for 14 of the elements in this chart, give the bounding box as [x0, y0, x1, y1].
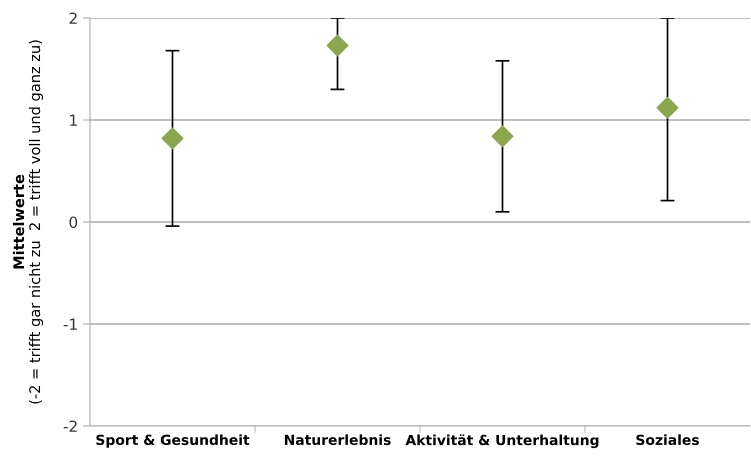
y-tick-label: 1 — [70, 114, 77, 126]
x-tick-label: Naturerlebnis — [284, 434, 391, 446]
x-tick-label: Aktivität & Unterhaltung — [406, 434, 598, 448]
point — [326, 34, 348, 57]
x-tick-label: Soziales — [636, 434, 699, 446]
y-tick-label: -2 — [64, 420, 77, 432]
y-tick-label: 2 — [70, 12, 77, 24]
point — [656, 96, 678, 119]
point — [162, 127, 184, 150]
point — [492, 125, 514, 148]
y-tick-label: 0 — [69, 216, 78, 228]
y-axis-title: Mittelwerte (-2 = trifft gar nicht zu 2 = trifft voll und ganz zu) — [12, 40, 44, 404]
y-tick-label: -1 — [64, 318, 77, 330]
x-tick-label: Sport & Gesundheit — [96, 434, 250, 448]
